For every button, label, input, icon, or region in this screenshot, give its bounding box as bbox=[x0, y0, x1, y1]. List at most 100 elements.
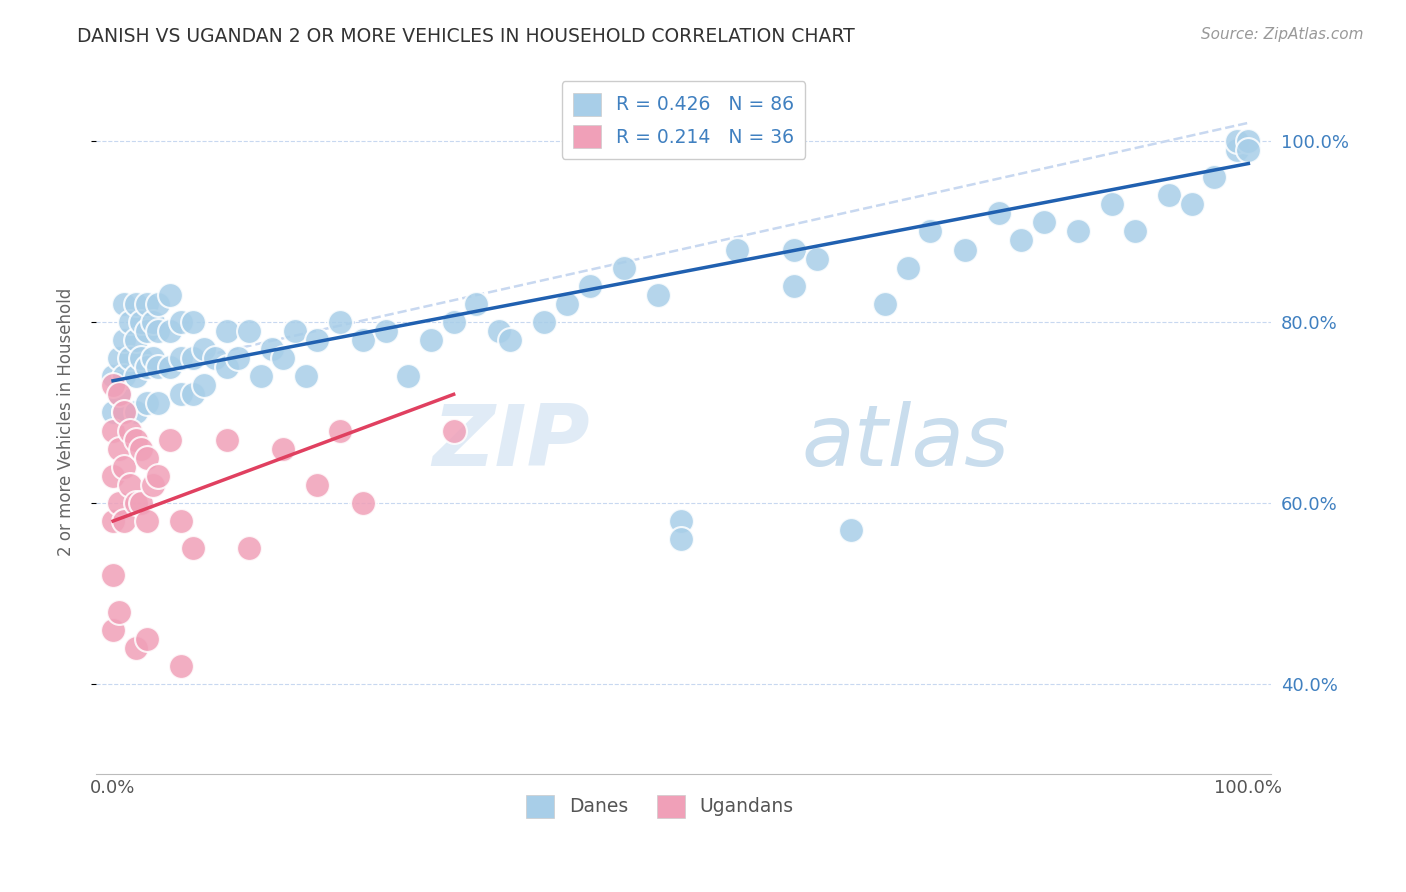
Point bbox=[107, 351, 129, 366]
Point bbox=[1226, 143, 1249, 157]
Text: DANISH VS UGANDAN 2 OR MORE VEHICLES IN HOUSEHOLD CORRELATION CHART: DANISH VS UGANDAN 2 OR MORE VEHICLES IN … bbox=[77, 27, 855, 45]
Point bbox=[125, 369, 148, 384]
Point bbox=[112, 459, 135, 474]
Point bbox=[125, 496, 148, 510]
Point bbox=[170, 387, 193, 401]
Point bbox=[193, 342, 215, 356]
Point bbox=[101, 514, 124, 528]
Point bbox=[1010, 234, 1032, 248]
Point bbox=[148, 324, 170, 338]
Point bbox=[142, 478, 165, 492]
Point bbox=[181, 315, 204, 329]
Point bbox=[131, 315, 153, 329]
Point bbox=[136, 632, 159, 646]
Point bbox=[669, 514, 692, 528]
Point bbox=[101, 568, 124, 582]
Point bbox=[555, 297, 578, 311]
Point bbox=[101, 623, 124, 637]
Point bbox=[533, 315, 555, 329]
Point bbox=[783, 243, 806, 257]
Point bbox=[170, 658, 193, 673]
Point bbox=[284, 324, 307, 338]
Point bbox=[839, 523, 862, 537]
Point bbox=[875, 297, 897, 311]
Point bbox=[215, 433, 238, 447]
Point bbox=[170, 351, 193, 366]
Point bbox=[136, 514, 159, 528]
Point bbox=[238, 324, 260, 338]
Text: Source: ZipAtlas.com: Source: ZipAtlas.com bbox=[1201, 27, 1364, 42]
Point bbox=[443, 424, 465, 438]
Point bbox=[1101, 197, 1123, 211]
Point bbox=[215, 360, 238, 375]
Point bbox=[112, 405, 135, 419]
Point bbox=[181, 351, 204, 366]
Point bbox=[112, 405, 135, 419]
Point bbox=[307, 333, 329, 347]
Point bbox=[148, 360, 170, 375]
Point bbox=[953, 243, 976, 257]
Point bbox=[1226, 134, 1249, 148]
Point bbox=[125, 405, 148, 419]
Point bbox=[148, 396, 170, 410]
Point bbox=[897, 260, 920, 275]
Point bbox=[101, 405, 124, 419]
Point bbox=[125, 333, 148, 347]
Point bbox=[131, 442, 153, 456]
Point bbox=[307, 478, 329, 492]
Point bbox=[273, 351, 295, 366]
Point bbox=[101, 424, 124, 438]
Point bbox=[107, 442, 129, 456]
Point bbox=[181, 541, 204, 556]
Text: atlas: atlas bbox=[801, 401, 1010, 484]
Point bbox=[273, 442, 295, 456]
Point bbox=[125, 433, 148, 447]
Point bbox=[112, 369, 135, 384]
Point bbox=[488, 324, 510, 338]
Point bbox=[329, 424, 352, 438]
Point bbox=[170, 315, 193, 329]
Point bbox=[112, 514, 135, 528]
Point bbox=[107, 496, 129, 510]
Point bbox=[112, 333, 135, 347]
Point bbox=[120, 478, 142, 492]
Point bbox=[107, 605, 129, 619]
Point bbox=[204, 351, 226, 366]
Point bbox=[215, 324, 238, 338]
Point bbox=[260, 342, 283, 356]
Point bbox=[120, 424, 142, 438]
Point bbox=[465, 297, 488, 311]
Point bbox=[193, 378, 215, 392]
Point bbox=[579, 278, 602, 293]
Point bbox=[727, 243, 749, 257]
Point bbox=[920, 224, 942, 238]
Point bbox=[226, 351, 249, 366]
Point bbox=[159, 360, 181, 375]
Point bbox=[101, 468, 124, 483]
Point bbox=[136, 324, 159, 338]
Point bbox=[159, 324, 181, 338]
Point bbox=[136, 360, 159, 375]
Point bbox=[783, 278, 806, 293]
Point bbox=[159, 433, 181, 447]
Point bbox=[1067, 224, 1090, 238]
Point bbox=[120, 351, 142, 366]
Point bbox=[131, 351, 153, 366]
Point bbox=[238, 541, 260, 556]
Point bbox=[647, 287, 669, 301]
Point bbox=[107, 387, 129, 401]
Point bbox=[159, 287, 181, 301]
Point bbox=[669, 532, 692, 546]
Point bbox=[125, 640, 148, 655]
Point bbox=[352, 496, 374, 510]
Point bbox=[420, 333, 443, 347]
Point bbox=[1157, 188, 1180, 202]
Point bbox=[101, 369, 124, 384]
Point bbox=[1237, 143, 1260, 157]
Point bbox=[249, 369, 271, 384]
Point bbox=[125, 297, 148, 311]
Point bbox=[131, 496, 153, 510]
Point bbox=[329, 315, 352, 329]
Point bbox=[352, 333, 374, 347]
Point bbox=[1033, 215, 1056, 229]
